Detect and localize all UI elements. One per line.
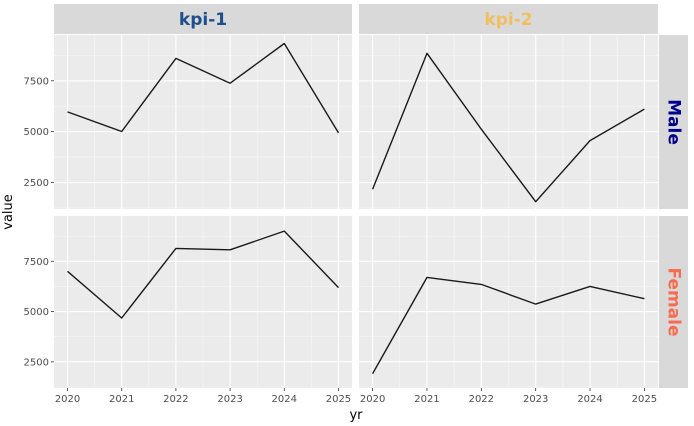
strip-label-male: Male (664, 99, 684, 145)
x-tick-label: 2025 (632, 394, 657, 405)
x-axis-title: yr (349, 408, 363, 423)
axes-layer: 2500 5000 7500 2500 5000 7500 2020 2021 2022 2023… (24, 76, 658, 405)
strip-top-kpi-2 (359, 4, 658, 34)
panel-kpi-2-male (359, 35, 658, 209)
panels-layer (54, 35, 658, 388)
y-tick-label: 2500 (24, 357, 49, 368)
x-tick-label: 2021 (109, 394, 134, 405)
strips-layer: kpi-1 kpi-2 Male Female (54, 4, 688, 388)
strip-top-kpi-1 (54, 4, 352, 34)
x-tick-label: 2020 (55, 394, 80, 405)
y-tick-label: 5000 (24, 307, 49, 318)
x-tick-label: 2021 (414, 394, 439, 405)
strip-right-male (659, 35, 688, 209)
y-axis-title: value (1, 194, 16, 230)
strip-label-kpi-2: kpi-2 (484, 10, 532, 30)
x-tick-label: 2022 (163, 394, 188, 405)
strip-label-female: Female (664, 268, 684, 337)
panel-kpi-1-male (54, 35, 352, 209)
x-tick-label: 2024 (272, 394, 297, 405)
series-line-kpi-1-male (67, 42, 340, 134)
strip-right-female (659, 216, 688, 388)
x-tick-label: 2023 (217, 394, 242, 405)
series-line-kpi-2-male (371, 52, 645, 203)
strip-label-kpi-1: kpi-1 (179, 10, 227, 30)
series-line-kpi-1-female (67, 230, 340, 319)
y-tick-label: 5000 (24, 127, 49, 138)
x-tick-label: 2020 (360, 394, 385, 405)
x-tick-label: 2024 (577, 394, 602, 405)
y-tick-label: 7500 (24, 257, 49, 268)
x-tick-label: 2022 (469, 394, 494, 405)
panel-kpi-2-female (359, 216, 658, 388)
y-tick-label: 2500 (24, 178, 49, 189)
x-tick-label: 2023 (523, 394, 548, 405)
panel-kpi-1-female (54, 216, 352, 388)
y-tick-label: 7500 (24, 76, 49, 87)
series-line-kpi-2-female (371, 276, 645, 375)
x-tick-label: 2025 (326, 394, 351, 405)
